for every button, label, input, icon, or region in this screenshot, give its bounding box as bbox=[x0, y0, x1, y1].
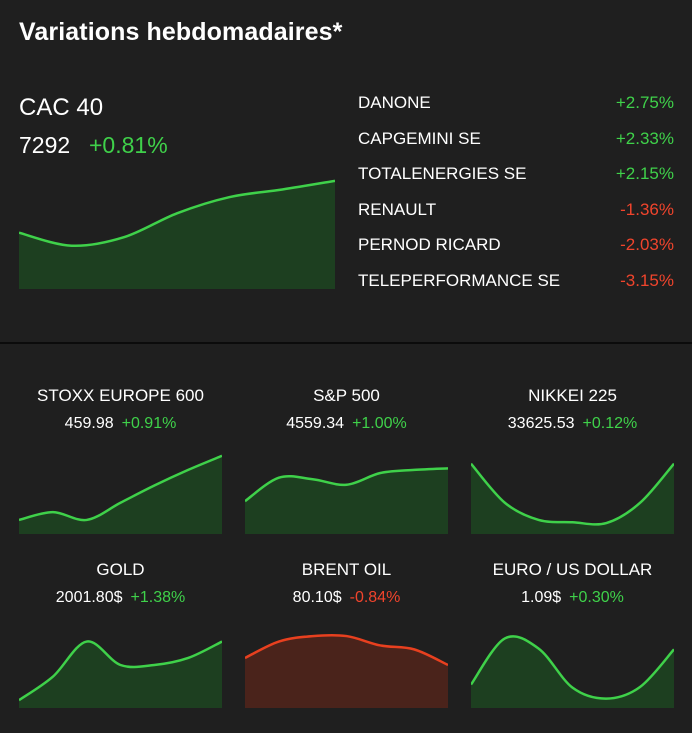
sparkline-line bbox=[471, 464, 674, 525]
card-value: 33625.53 bbox=[507, 415, 575, 432]
top-movers-list: DANONE +2.75% CAPGEMINI SE +2.33% TOTALE… bbox=[358, 90, 674, 304]
card-value: 1.09$ bbox=[521, 589, 562, 606]
card-chart bbox=[245, 448, 448, 534]
card-name: NIKKEI 225 bbox=[528, 386, 617, 405]
mover-name: CAPGEMINI SE bbox=[358, 128, 481, 148]
card-chart bbox=[19, 448, 222, 534]
mover-row: TOTALENERGIES SE +2.15% bbox=[358, 161, 674, 197]
sparkline-area bbox=[19, 455, 222, 534]
card-change: +0.30% bbox=[569, 589, 624, 606]
card-name: BRENT OIL bbox=[301, 560, 392, 579]
mover-row: CAPGEMINI SE +2.33% bbox=[358, 126, 674, 162]
sparkline-line bbox=[19, 181, 335, 246]
card-chart bbox=[471, 448, 674, 534]
card-quote: 33625.53 +0.12% bbox=[471, 415, 674, 433]
mover-row: DANONE +2.75% bbox=[358, 90, 674, 126]
page-title: Variations hebdomadaires* bbox=[19, 18, 343, 46]
sparkline-area bbox=[471, 636, 674, 708]
sparkline-line bbox=[245, 635, 448, 665]
card-quote: 459.98 +0.91% bbox=[19, 415, 222, 433]
sparkline-line bbox=[19, 641, 222, 700]
card-chart bbox=[245, 622, 448, 708]
sparkline-line bbox=[19, 456, 222, 520]
mover-name: DANONE bbox=[358, 93, 431, 112]
sparkline-area bbox=[19, 641, 222, 708]
card-quote: 80.10$ -0.84% bbox=[245, 589, 448, 607]
mover-change: +2.75% bbox=[615, 93, 674, 112]
mover-change: -3.15% bbox=[620, 270, 674, 290]
mover-name: PERNOD RICARD bbox=[358, 235, 501, 255]
main-index-value: 7292 bbox=[19, 132, 71, 158]
mover-row: PERNOD RICARD -2.03% bbox=[358, 232, 674, 268]
sparkline-area bbox=[245, 468, 448, 534]
mover-name: RENAULT bbox=[358, 199, 437, 219]
card-change: -0.84% bbox=[349, 589, 401, 606]
main-index-change: +0.81% bbox=[89, 132, 168, 158]
card-name: S&P 500 bbox=[313, 386, 380, 405]
card-value: 80.10$ bbox=[292, 589, 342, 606]
mover-change: -1.36% bbox=[620, 199, 674, 219]
mover-change: +2.15% bbox=[615, 164, 674, 184]
card-quote: 1.09$ +0.30% bbox=[471, 589, 674, 607]
mover-name: TOTALENERGIES SE bbox=[358, 164, 527, 184]
card-name: STOXX EUROPE 600 bbox=[37, 386, 204, 405]
card-change: +1.00% bbox=[352, 415, 407, 432]
mover-name: TELEPERFORMANCE SE bbox=[358, 270, 561, 290]
mover-change: -2.03% bbox=[620, 235, 674, 255]
sparkline-line bbox=[245, 468, 448, 501]
card-quote: 4559.34 +1.00% bbox=[245, 415, 448, 433]
main-index-chart bbox=[19, 170, 335, 289]
card-value: 4559.34 bbox=[286, 415, 345, 432]
card-chart bbox=[471, 622, 674, 708]
sparkline-line bbox=[471, 636, 674, 698]
card-name: GOLD bbox=[96, 560, 145, 579]
main-index-name: CAC 40 bbox=[19, 94, 104, 121]
card-change: +0.12% bbox=[582, 415, 638, 432]
card-change: +0.91% bbox=[121, 415, 177, 432]
mover-change: +2.33% bbox=[615, 128, 674, 148]
section-divider bbox=[0, 342, 692, 344]
card-quote: 2001.80$ +1.38% bbox=[19, 589, 222, 607]
mover-row: TELEPERFORMANCE SE -3.15% bbox=[358, 268, 674, 304]
sparkline-area bbox=[245, 635, 448, 708]
card-name: EURO / US DOLLAR bbox=[492, 560, 653, 579]
sparkline-area bbox=[19, 180, 335, 289]
mover-row: RENAULT -1.36% bbox=[358, 197, 674, 233]
card-change: +1.38% bbox=[130, 589, 186, 606]
card-value: 459.98 bbox=[64, 415, 114, 432]
card-value: 2001.80$ bbox=[55, 589, 123, 606]
card-chart bbox=[19, 622, 222, 708]
